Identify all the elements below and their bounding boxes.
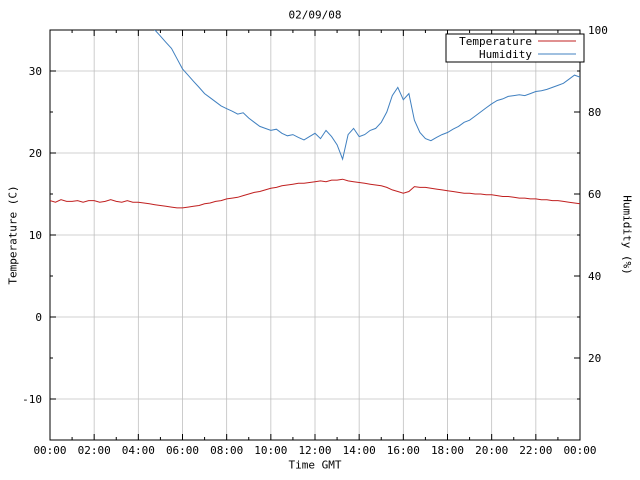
humidity-series-line — [154, 30, 580, 161]
svg-text:60: 60 — [588, 188, 601, 201]
svg-text:02:00: 02:00 — [78, 444, 111, 457]
svg-text:08:00: 08:00 — [210, 444, 243, 457]
gridlines — [50, 30, 580, 440]
svg-text:10:00: 10:00 — [254, 444, 287, 457]
svg-text:18:00: 18:00 — [431, 444, 464, 457]
svg-text:12:00: 12:00 — [298, 444, 331, 457]
chart-title: 02/09/08 — [288, 8, 342, 22]
svg-text:14:00: 14:00 — [343, 444, 376, 457]
svg-text:22:00: 22:00 — [519, 444, 552, 457]
svg-text:-10: -10 — [22, 393, 42, 406]
series-lines — [50, 30, 580, 209]
temperature-series-line — [50, 178, 580, 209]
svg-text:30: 30 — [29, 65, 42, 78]
y-left-tick-labels: -10 0 10 20 30 — [22, 65, 42, 406]
svg-text:20: 20 — [588, 352, 601, 365]
y-right-tick-labels: 20 40 60 80 100 — [588, 24, 608, 365]
svg-text:100: 100 — [588, 24, 608, 37]
svg-text:20:00: 20:00 — [475, 444, 508, 457]
legend-label-temperature: Temperature — [459, 35, 532, 48]
y-right-axis-label: Humidity (%) — [620, 195, 634, 275]
svg-text:20: 20 — [29, 147, 42, 160]
svg-text:0: 0 — [35, 311, 42, 324]
axis-ticks — [49, 29, 581, 440]
legend-box — [445, 33, 585, 63]
svg-text:00:00: 00:00 — [33, 444, 66, 457]
svg-text:00:00: 00:00 — [563, 444, 596, 457]
svg-text:06:00: 06:00 — [166, 444, 199, 457]
x-axis-label: Time GMT — [288, 458, 342, 472]
svg-text:80: 80 — [588, 106, 601, 119]
svg-text:10: 10 — [29, 229, 42, 242]
svg-text:04:00: 04:00 — [122, 444, 155, 457]
svg-text:16:00: 16:00 — [387, 444, 420, 457]
svg-text:40: 40 — [588, 270, 601, 283]
x-tick-labels: 00:00 02:00 04:00 06:00 08:00 10:00 12:00 14:00… — [33, 444, 596, 457]
legend-label-humidity: Humidity — [479, 48, 532, 61]
y-left-axis-label: Temperature (C) — [6, 185, 20, 285]
